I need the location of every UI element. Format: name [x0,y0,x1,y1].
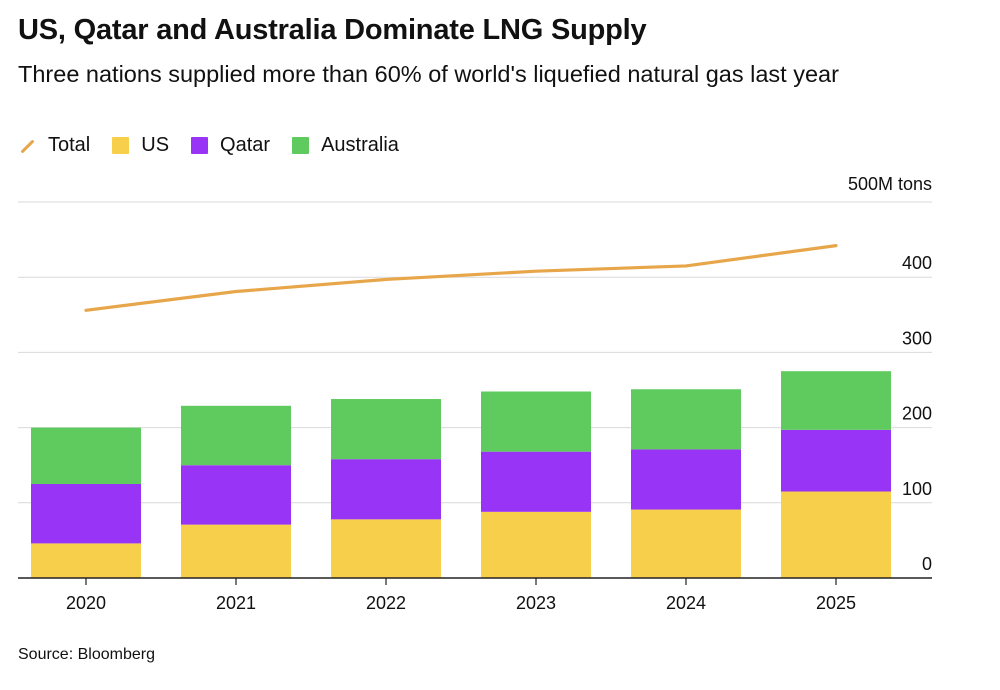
legend-swatch-us [112,137,130,154]
bar-australia-2025 [781,371,891,430]
bar-us-2021 [181,524,291,578]
legend-label-qatar: Qatar [220,134,271,156]
x-tick-label: 2022 [366,593,406,613]
bar-qatar-2022 [331,459,441,520]
legend-label-total: Total [48,134,91,156]
bar-australia-2022 [331,399,441,460]
bar-australia-2020 [31,427,141,484]
y-tick-label: 200 [902,404,932,424]
bar-australia-2021 [181,405,291,466]
bar-us-2022 [331,519,441,578]
x-tick-label: 2020 [66,593,106,613]
bar-qatar-2023 [481,451,591,512]
y-tick-label: 400 [902,253,932,273]
legend-label-australia: Australia [321,134,399,156]
y-tick-label: 100 [902,479,932,499]
bar-australia-2023 [481,391,591,452]
bar-qatar-2020 [31,484,141,544]
chart-subtitle: Three nations supplied more than 60% of … [18,61,839,87]
source-note: Source: Bloomberg [18,646,155,663]
bar-us-2023 [481,511,591,578]
legend-item-us: US [112,134,169,157]
legend-item-australia: Australia [292,134,399,157]
x-tick-label: 2024 [666,593,706,613]
x-tick-label: 2023 [516,593,556,613]
bar-australia-2024 [631,389,741,450]
legend: Total US Qatar Australia [18,134,421,157]
legend-item-total: Total [18,134,90,157]
total-line [84,244,838,312]
bar-qatar-2025 [781,429,891,492]
x-tick-label: 2025 [816,593,856,613]
bar-us-2024 [631,509,741,578]
legend-item-qatar: Qatar [191,134,270,157]
legend-label-us: US [141,134,170,156]
y-unit-label: 500M tons [848,174,932,194]
bar-qatar-2024 [631,449,741,510]
y-tick-label: 0 [922,554,932,574]
bar-qatar-2021 [181,465,291,525]
y-tick-label: 300 [902,328,932,348]
chart-title: US, Qatar and Australia Dominate LNG Sup… [18,14,647,46]
legend-swatch-qatar [191,137,209,154]
bar-us-2025 [781,491,891,578]
bar-us-2020 [31,543,141,578]
legend-swatch-australia [292,137,310,154]
x-tick-label: 2021 [216,593,256,613]
